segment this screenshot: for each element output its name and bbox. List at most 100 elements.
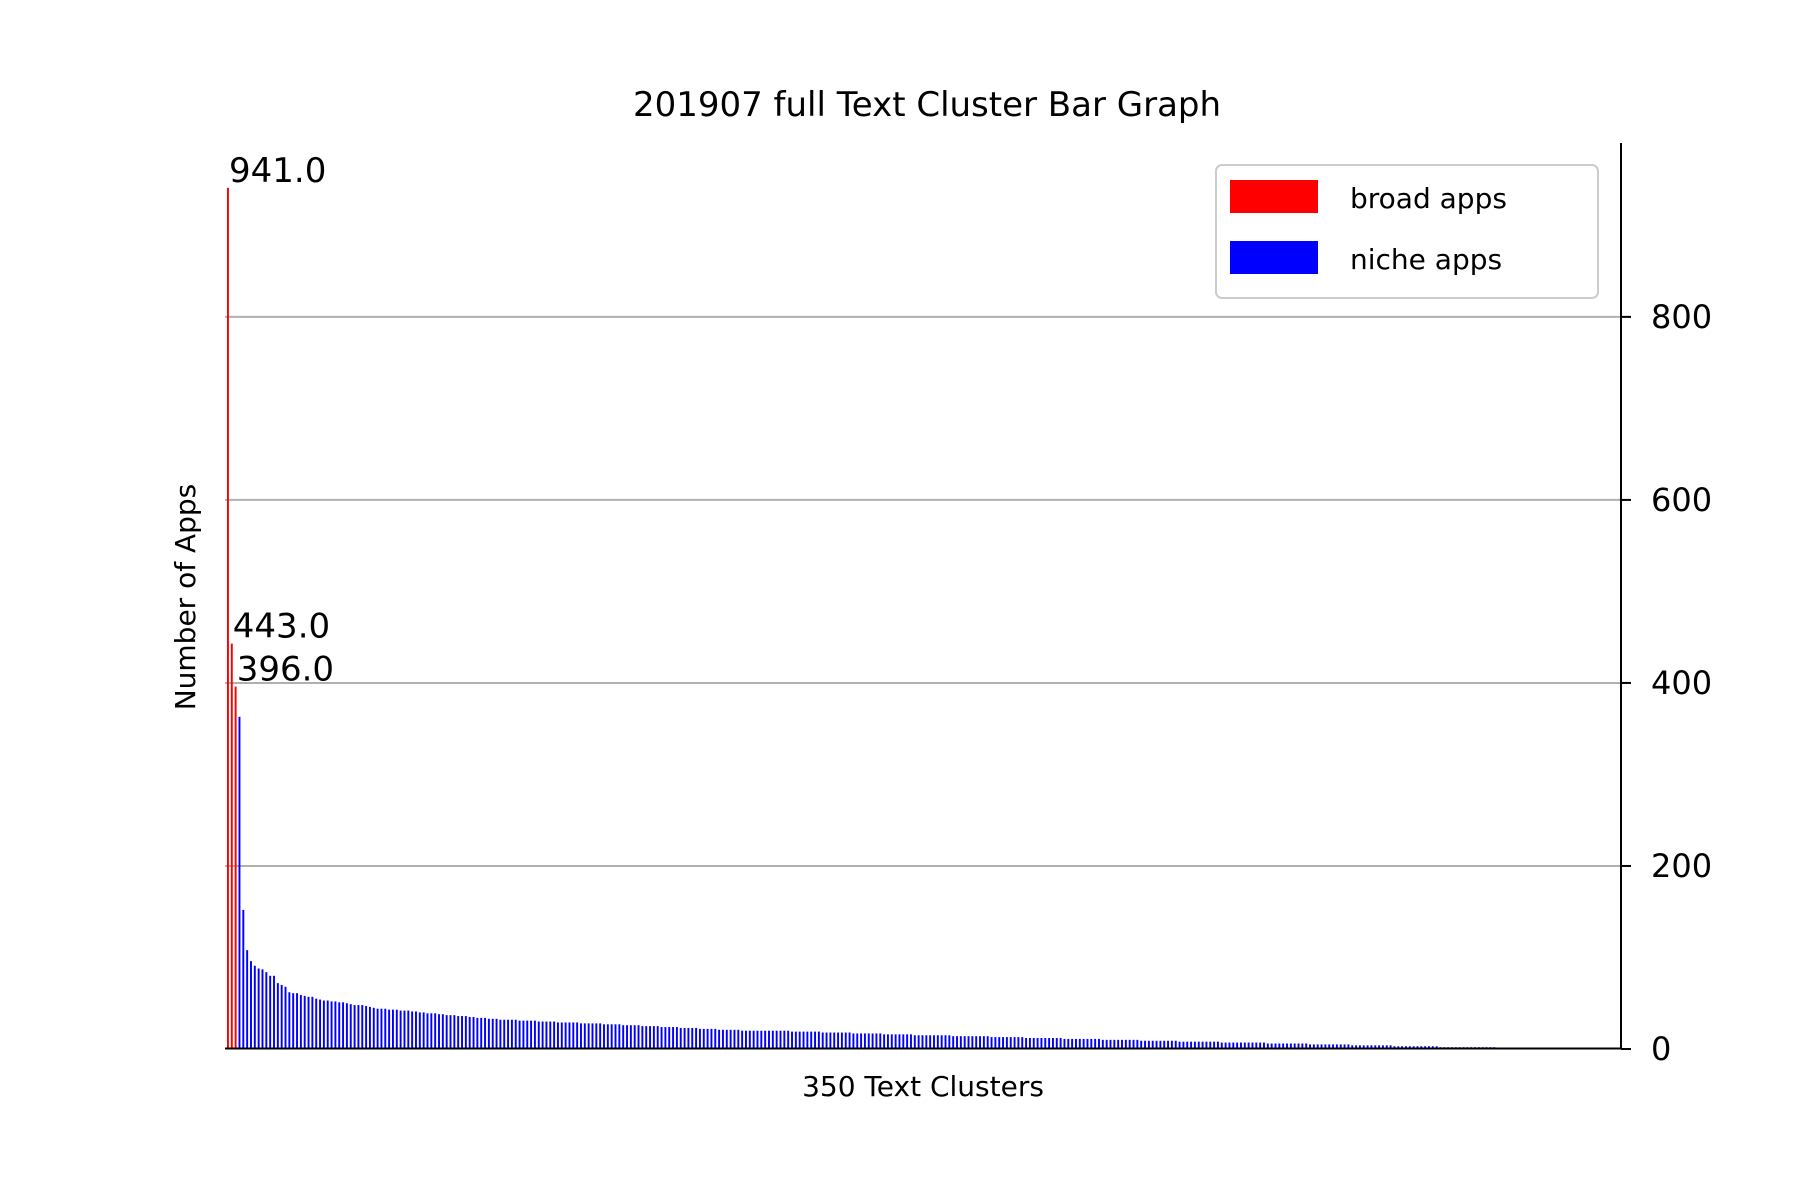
bar-niche-53 bbox=[430, 1013, 433, 1049]
bar-niche-240 bbox=[1147, 1040, 1150, 1049]
bar-niche-260 bbox=[1224, 1042, 1227, 1049]
bar-niche-5 bbox=[246, 950, 249, 1049]
bar-niche-81 bbox=[537, 1021, 540, 1049]
bar-niche-96 bbox=[595, 1023, 598, 1049]
bar-niche-79 bbox=[530, 1020, 533, 1049]
bar-niche-302 bbox=[1385, 1045, 1388, 1049]
bar-niche-44 bbox=[395, 1009, 398, 1049]
bar-niche-3 bbox=[238, 716, 241, 1049]
bar-niche-211 bbox=[1036, 1038, 1039, 1049]
bar-niche-180 bbox=[917, 1035, 920, 1049]
bar-niche-58 bbox=[449, 1015, 452, 1049]
bar-niche-201 bbox=[998, 1037, 1001, 1049]
bar-niche-130 bbox=[725, 1029, 728, 1049]
bar-niche-85 bbox=[553, 1021, 556, 1049]
bar-niche-31 bbox=[345, 1003, 348, 1049]
legend: broad apps niche apps bbox=[1215, 164, 1599, 299]
bar-niche-13 bbox=[276, 983, 279, 1049]
bar-niche-34 bbox=[357, 1005, 360, 1049]
bar-niche-133 bbox=[737, 1029, 740, 1049]
bar-niche-238 bbox=[1140, 1040, 1143, 1049]
bar-niche-303 bbox=[1389, 1045, 1392, 1049]
bar-niche-184 bbox=[933, 1035, 935, 1049]
bar-niche-156 bbox=[825, 1032, 828, 1049]
bar-niche-143 bbox=[775, 1030, 778, 1049]
legend-swatch-broad bbox=[1230, 180, 1318, 213]
bar-niche-37 bbox=[368, 1006, 371, 1049]
bar-niche-153 bbox=[814, 1031, 816, 1049]
bar-niche-115 bbox=[668, 1027, 671, 1049]
bar-niche-177 bbox=[906, 1034, 909, 1049]
bar-niche-192 bbox=[963, 1036, 966, 1049]
bar-niche-182 bbox=[925, 1035, 928, 1049]
bar-niche-109 bbox=[645, 1026, 648, 1049]
bar-niche-135 bbox=[745, 1030, 747, 1049]
bar-niche-224 bbox=[1086, 1038, 1089, 1049]
bar-niche-16 bbox=[288, 992, 291, 1049]
bar-niche-155 bbox=[821, 1032, 824, 1049]
bar-niche-92 bbox=[580, 1023, 582, 1049]
bar-niche-43 bbox=[392, 1009, 394, 1049]
bar-niche-27 bbox=[330, 1001, 333, 1049]
bar-niche-36 bbox=[365, 1005, 368, 1049]
bar-niche-136 bbox=[748, 1030, 751, 1049]
bar-niche-165 bbox=[860, 1033, 863, 1049]
bar-niche-100 bbox=[610, 1024, 613, 1049]
bar-niche-99 bbox=[606, 1024, 609, 1049]
bar-niche-71 bbox=[499, 1019, 502, 1049]
bar-niche-103 bbox=[622, 1025, 625, 1049]
bar-niche-131 bbox=[729, 1029, 732, 1049]
bar-niche-285 bbox=[1320, 1044, 1323, 1049]
bar-niche-242 bbox=[1155, 1040, 1158, 1049]
bar-niche-119 bbox=[683, 1027, 686, 1049]
legend-label-broad: broad apps bbox=[1350, 182, 1507, 215]
bar-niche-94 bbox=[587, 1023, 590, 1049]
chart-title: 201907 full Text Cluster Bar Graph bbox=[633, 85, 1221, 125]
bar-niche-158 bbox=[833, 1032, 836, 1049]
bar-niche-263 bbox=[1236, 1042, 1239, 1049]
bar-niche-112 bbox=[656, 1026, 659, 1049]
bar-niche-173 bbox=[890, 1034, 893, 1049]
bar-niche-202 bbox=[1002, 1037, 1005, 1049]
bar-niche-151 bbox=[806, 1031, 809, 1049]
bar-niche-19 bbox=[299, 995, 302, 1049]
bar-niche-262 bbox=[1232, 1042, 1235, 1049]
bar-niche-86 bbox=[556, 1022, 559, 1049]
bar-niche-236 bbox=[1132, 1039, 1135, 1049]
bar-niche-166 bbox=[863, 1033, 866, 1049]
bar-niche-11 bbox=[269, 975, 272, 1049]
bar-niche-154 bbox=[817, 1031, 820, 1049]
bar-niche-23 bbox=[315, 998, 318, 1049]
bar-niche-35 bbox=[361, 1005, 364, 1049]
bar-niche-214 bbox=[1048, 1038, 1051, 1049]
bar-broad-0 bbox=[227, 187, 229, 1050]
bar-niche-76 bbox=[518, 1020, 521, 1049]
bar-niche-266 bbox=[1247, 1042, 1250, 1049]
bar-niche-62 bbox=[464, 1016, 467, 1049]
bar-niche-257 bbox=[1213, 1041, 1216, 1049]
bar-niche-181 bbox=[921, 1035, 924, 1049]
bar-niche-101 bbox=[614, 1024, 617, 1049]
bar-niche-17 bbox=[292, 993, 295, 1049]
bar-niche-284 bbox=[1316, 1044, 1319, 1049]
bar-niche-139 bbox=[760, 1030, 763, 1049]
bar-niche-10 bbox=[265, 972, 268, 1049]
bar-niche-107 bbox=[637, 1025, 640, 1049]
bar-niche-45 bbox=[399, 1010, 402, 1049]
bar-niche-219 bbox=[1067, 1038, 1070, 1049]
bar-niche-69 bbox=[491, 1018, 494, 1049]
bar-niche-298 bbox=[1370, 1045, 1373, 1049]
bar-niche-281 bbox=[1305, 1043, 1308, 1049]
bar-niche-277 bbox=[1289, 1043, 1292, 1049]
bar-niche-295 bbox=[1358, 1045, 1361, 1049]
bar-niche-288 bbox=[1332, 1044, 1335, 1049]
bar-niche-93 bbox=[583, 1023, 586, 1049]
bar-niche-148 bbox=[794, 1031, 797, 1049]
bar-niche-30 bbox=[342, 1002, 345, 1049]
bar-niche-241 bbox=[1151, 1040, 1154, 1049]
bar-niche-226 bbox=[1094, 1038, 1097, 1049]
bar-niche-233 bbox=[1121, 1039, 1123, 1049]
bar-value-label-1: 443.0 bbox=[233, 607, 330, 647]
bar-niche-247 bbox=[1174, 1040, 1177, 1049]
